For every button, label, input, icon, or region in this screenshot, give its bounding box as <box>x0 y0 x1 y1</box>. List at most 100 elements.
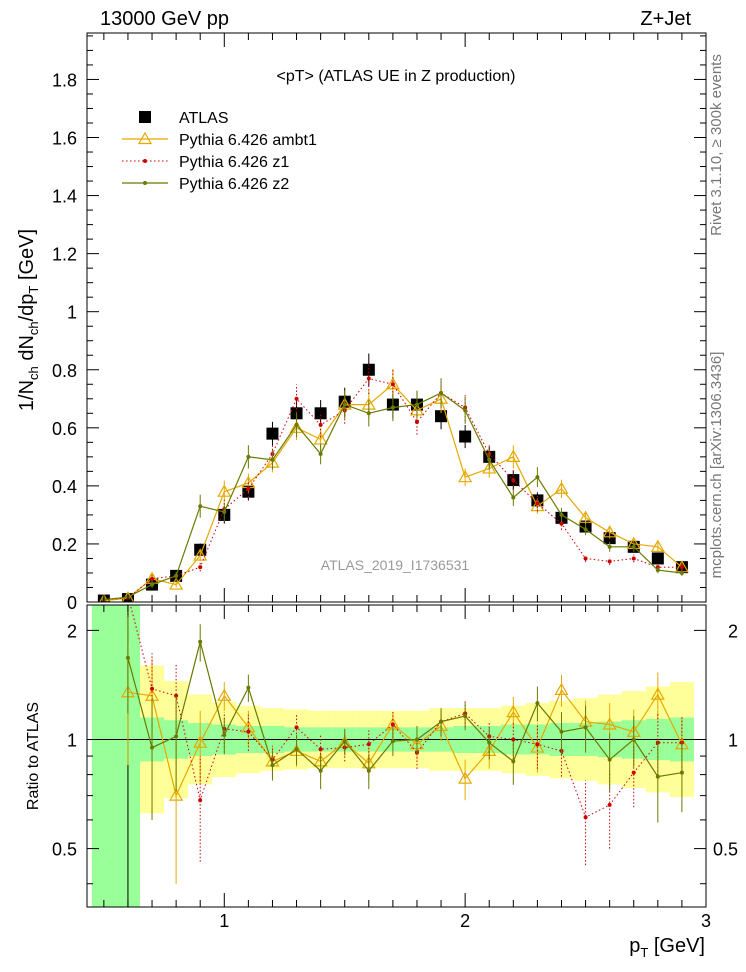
ratio-point <box>506 704 521 718</box>
main-ytick-label: 0.4 <box>52 477 77 497</box>
data-point <box>583 527 588 532</box>
data-point <box>390 382 395 387</box>
ratio-ytick-label-left: 0.5 <box>52 840 77 860</box>
legend-entry: Pythia 6.426 ambt1 <box>122 131 317 149</box>
main-ytick-label: 0.2 <box>52 535 77 555</box>
data-point <box>99 593 109 602</box>
data-point <box>458 469 473 483</box>
ratio-point <box>607 757 612 762</box>
ratio-point <box>318 747 323 752</box>
ratio-point <box>439 719 444 724</box>
ratio-point <box>458 771 473 784</box>
data-point <box>631 556 636 561</box>
rivet-label: Rivet 3.1.10, ≥ 300k events <box>708 54 725 236</box>
svg-text:pT [GeV]: pT [GeV] <box>629 935 705 960</box>
data-point <box>366 376 371 381</box>
legend-label: Pythia 6.426 z1 <box>179 154 289 171</box>
legend-entry: ATLAS <box>139 110 229 127</box>
main-ytick-label: 1.6 <box>52 129 77 149</box>
ratio-point <box>655 774 660 779</box>
ratio-point <box>535 742 540 747</box>
ratio-point <box>217 688 232 701</box>
data-point <box>679 570 684 575</box>
main-ytick-label: 0.6 <box>52 419 77 439</box>
data-point <box>390 405 395 410</box>
data-point <box>318 451 323 456</box>
ratio-point <box>583 815 588 820</box>
xtick-label: 3 <box>701 911 711 931</box>
ratio-ytick-label-left: 1 <box>67 730 77 750</box>
ratio-point <box>530 740 545 753</box>
ratio-point <box>487 740 492 745</box>
legend-marker <box>139 111 151 123</box>
data-point <box>435 410 448 423</box>
data-point <box>169 577 184 590</box>
data-point <box>222 510 227 515</box>
ratio-ytick-label-right: 1 <box>728 730 738 750</box>
ratio-point <box>631 770 636 775</box>
legend-entry: Pythia 6.426 z1 <box>122 154 289 171</box>
data-point <box>193 548 208 561</box>
data-point <box>655 568 660 573</box>
ratio-point <box>294 725 299 730</box>
data-point <box>607 544 612 549</box>
data-point <box>366 411 371 416</box>
main-ylabel: 1/Nch dNch/dpT [GeV] <box>16 229 41 411</box>
ratio-point <box>198 798 203 803</box>
ratio-point <box>174 734 179 739</box>
ratio-point <box>222 732 227 737</box>
ratio-point <box>169 788 184 801</box>
data-point <box>294 422 299 427</box>
data-point <box>482 461 497 474</box>
ratio-ytick-label-left: 2 <box>67 621 77 641</box>
main-ytick-label: 0 <box>67 593 77 613</box>
ratio-point <box>511 737 516 742</box>
data-point <box>198 504 203 509</box>
ratio-point <box>607 802 612 807</box>
legend-entry: Pythia 6.426 z2 <box>122 176 289 193</box>
ratio-point <box>246 685 251 690</box>
uncertainty-band <box>91 605 116 907</box>
xtick-label: 2 <box>460 911 470 931</box>
data-point <box>650 539 665 552</box>
main-ytick-label: 1.2 <box>52 245 77 265</box>
data-point <box>246 486 251 491</box>
data-point <box>318 422 323 427</box>
header-right: Z+Jet <box>640 8 691 30</box>
ratio-point <box>559 729 564 734</box>
ratio-line <box>127 641 682 778</box>
ratio-point <box>150 686 155 691</box>
ratio-point <box>246 729 251 734</box>
data-point <box>651 552 664 565</box>
main-title: <pT> (ATLAS UE in Z production) <box>277 68 516 85</box>
data-point <box>631 544 636 549</box>
data-point <box>342 402 347 407</box>
ratio-point <box>631 737 636 742</box>
legend-label: Pythia 6.426 z2 <box>179 176 289 193</box>
data-point <box>294 396 299 401</box>
ratio-point <box>125 655 130 660</box>
ratio-ytick-label-right: 2 <box>728 621 738 641</box>
ratio-ytick-label-right: 0.5 <box>713 840 738 860</box>
data-point <box>554 481 569 494</box>
data-point <box>583 556 588 561</box>
header-left: 13000 GeV pp <box>100 8 229 30</box>
data-point <box>578 510 593 523</box>
ratio-point <box>366 768 371 773</box>
ratio-point <box>193 735 208 748</box>
main-ytick-label: 1.8 <box>52 70 77 90</box>
legend-label: ATLAS <box>179 110 229 127</box>
legend-marker <box>137 131 153 145</box>
main-panel: 0 0.2 0.4 0.6 0.8 1 1.2 1.4 1.6 1.8 <pT> (ATLAS U… <box>52 32 707 613</box>
data-point <box>602 525 617 538</box>
legend-marker <box>143 181 147 185</box>
ratio-point <box>318 768 323 773</box>
ratio-point <box>342 739 347 744</box>
data-point <box>198 565 203 570</box>
series-3 <box>101 378 684 602</box>
ratio-point <box>679 770 684 775</box>
ratio-point <box>198 639 203 644</box>
data-point <box>174 573 179 578</box>
ratio-series-2 <box>125 616 684 823</box>
